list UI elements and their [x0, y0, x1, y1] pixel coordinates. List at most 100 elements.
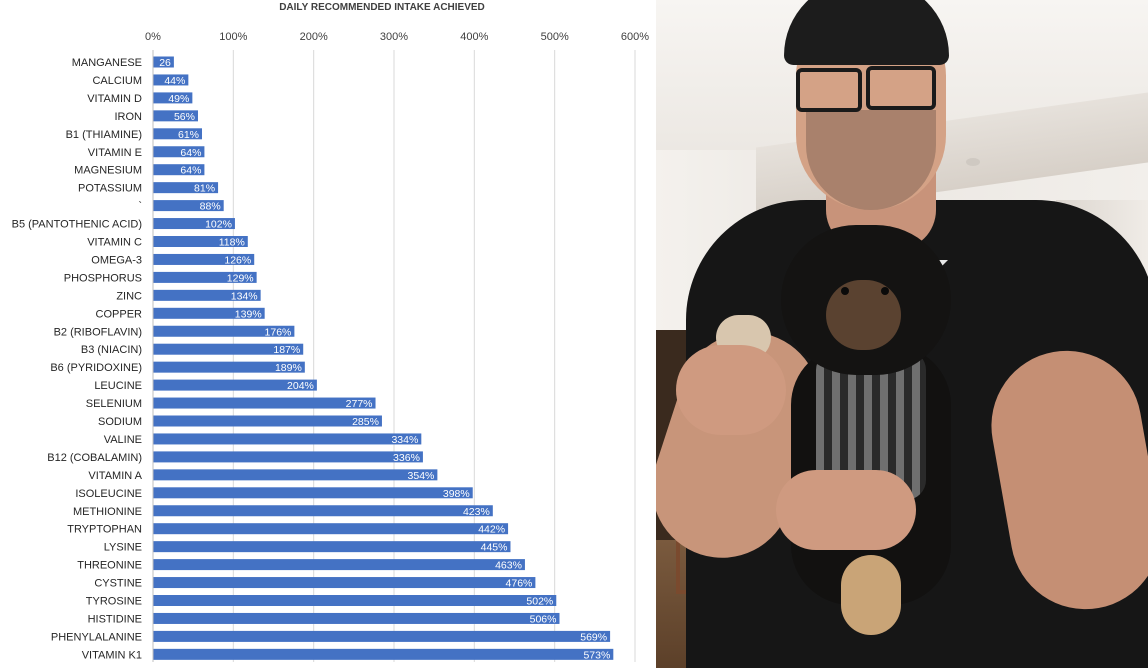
data-label: 44%	[164, 75, 185, 87]
data-label: 118%	[219, 237, 245, 249]
data-label: 134%	[231, 290, 258, 302]
bar	[153, 218, 235, 230]
puppy-eye-right	[881, 287, 889, 295]
bar	[153, 343, 304, 355]
puppy-face	[826, 280, 901, 350]
bar	[153, 236, 248, 247]
x-tick-label: 100%	[219, 31, 247, 43]
bar	[153, 271, 257, 283]
photo-man-holding-puppy	[656, 0, 1148, 668]
category-label: HISTIDINE	[88, 613, 142, 625]
category-label: LEUCINE	[94, 380, 142, 392]
bar	[153, 612, 560, 624]
bar	[153, 415, 382, 427]
data-label: 476%	[506, 578, 533, 590]
x-tick-label: 0%	[145, 31, 161, 43]
data-label: 126%	[224, 254, 251, 266]
bar	[153, 595, 557, 606]
backwards-cap	[784, 0, 949, 65]
category-label: ZINC	[116, 290, 142, 302]
bar	[153, 648, 614, 660]
bar	[153, 523, 509, 535]
bar	[153, 630, 611, 642]
category-label: OMEGA-3	[91, 254, 142, 266]
category-labels: MANGANESE CALCIUM VITAMIN D IRON B1 (THIAMIN…	[12, 57, 143, 661]
category-label: VITAMIN A	[88, 470, 142, 482]
data-label: 334%	[391, 434, 418, 446]
data-label: 56%	[174, 111, 195, 123]
category-label: METHIONINE	[73, 506, 142, 518]
bar-chart-panel: DAILY RECOMMENDED INTAKE ACHIEVED 0% 100%…	[11, 2, 650, 662]
puppy-eye-left	[841, 287, 849, 295]
data-label: 336%	[393, 452, 420, 464]
category-label: B12 (COBALAMIN)	[47, 452, 142, 464]
category-label: THREONINE	[77, 560, 142, 572]
x-tick-label: 400%	[460, 31, 488, 43]
data-label: 129%	[227, 272, 254, 284]
data-label: 506%	[530, 613, 557, 625]
puppy-hind-leg	[841, 555, 901, 635]
x-axis-ticks: 0% 100% 200% 300% 400% 500% 600%	[145, 31, 649, 43]
x-tick-label: 500%	[541, 31, 569, 43]
category-label: TYROSINE	[86, 596, 142, 608]
bar	[153, 559, 525, 571]
bar	[153, 307, 265, 319]
category-label: ISOLEUCINE	[75, 488, 142, 500]
category-label: TRYPTOPHAN	[67, 524, 142, 536]
data-label: 277%	[346, 398, 373, 410]
category-label: B1 (THIAMINE)	[66, 129, 142, 141]
bar	[153, 128, 203, 140]
bar	[153, 164, 205, 176]
category-label: PHOSPHORUS	[64, 272, 142, 284]
x-tick-label: 600%	[621, 31, 649, 43]
bar	[153, 325, 295, 337]
data-label: 139%	[235, 308, 262, 320]
puppy	[716, 225, 961, 645]
data-label: 81%	[194, 183, 215, 195]
bar	[153, 397, 376, 409]
category-label: B6 (PYRIDOXINE)	[50, 362, 142, 374]
data-label: 502%	[526, 596, 553, 608]
bar	[153, 361, 305, 373]
glasses-left-lens	[796, 68, 862, 112]
data-label: 569%	[580, 631, 607, 643]
category-label: VITAMIN E	[88, 147, 142, 159]
bar	[153, 56, 174, 68]
beard	[806, 110, 936, 210]
category-label: IRON	[115, 111, 143, 123]
bar	[153, 182, 219, 194]
category-label: MAGNESIUM	[74, 165, 142, 177]
category-label: VITAMIN K1	[82, 649, 142, 661]
category-label: SELENIUM	[86, 398, 142, 410]
category-label: VALINE	[104, 434, 142, 446]
data-label: 176%	[265, 326, 292, 338]
bar	[153, 433, 422, 445]
category-label: COPPER	[96, 308, 143, 320]
category-label: CYSTINE	[94, 578, 142, 590]
data-label: 445%	[481, 542, 508, 554]
category-label: `	[138, 201, 142, 213]
bar	[153, 451, 423, 463]
bar-chart: DAILY RECOMMENDED INTAKE ACHIEVED 0% 100%…	[12, 2, 649, 662]
category-label: VITAMIN C	[87, 237, 142, 249]
data-label: 64%	[180, 147, 201, 159]
category-label: LYSINE	[104, 542, 142, 554]
category-label: PHENYLALANINE	[51, 631, 142, 643]
data-label: 187%	[273, 344, 300, 356]
glasses-right-lens	[866, 66, 936, 110]
bar	[153, 110, 198, 122]
bar	[153, 74, 189, 86]
ceiling-light	[966, 158, 980, 166]
bar	[153, 200, 224, 212]
category-label: POTASSIUM	[78, 183, 142, 195]
chart-title: DAILY RECOMMENDED INTAKE ACHIEVED	[279, 2, 485, 13]
data-label: 26	[159, 57, 171, 69]
data-label: 423%	[463, 506, 490, 518]
category-label: B3 (NIACIN)	[81, 344, 142, 356]
data-label: 102%	[205, 219, 232, 231]
left-hand	[676, 345, 786, 435]
data-labels: 26 44% 49% 56% 61% 64% 64% 81% 88% 102% 118% 126% 12…	[159, 57, 610, 661]
bar	[153, 541, 511, 553]
data-label: 354%	[408, 470, 435, 482]
data-label: 49%	[168, 93, 189, 105]
